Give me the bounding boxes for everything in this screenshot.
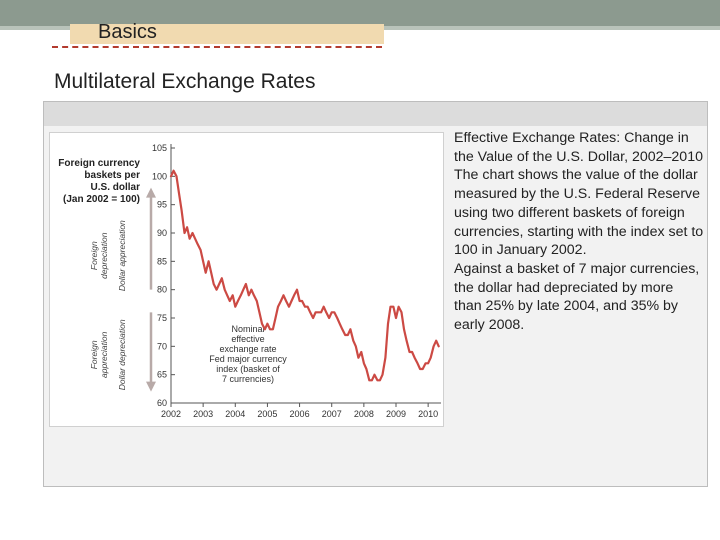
chart-title-line: Foreign currency	[58, 158, 140, 169]
series-annotation-line: index (basket of	[216, 364, 280, 374]
x-tick-label: 2009	[386, 409, 406, 419]
foreign-appreciation-label: Foreignappreciation	[89, 331, 109, 378]
chart-title-line: (Jan 2002 = 100)	[63, 194, 140, 205]
y-tick-label: 75	[157, 313, 167, 323]
chart-figure: 60 65 70 75 80 85 90 95 100 105 2002 2003 2004 2005 20…	[49, 132, 444, 427]
series-annotation: Nominal effective exchange rate Fed major c…	[209, 324, 287, 384]
section-label: Basics	[98, 21, 157, 43]
x-tick-label: 2004	[225, 409, 245, 419]
y-tick-label: 95	[157, 200, 167, 210]
content-panel-header	[44, 102, 707, 126]
y-tick-label: 70	[157, 341, 167, 351]
y-tick-label: 60	[157, 398, 167, 408]
down-arrow-icon	[146, 381, 156, 392]
dashed-divider	[52, 46, 382, 48]
foreign-depreciation-label-line: Foreign	[89, 241, 99, 270]
foreign-appreciation-label-line: appreciation	[99, 331, 109, 378]
chart-svg: 60 65 70 75 80 85 90 95 100 105 2002 2003 2004 2005 20…	[58, 143, 441, 419]
caption-paragraph-2: Against a basket of 7 major currencies, …	[454, 260, 700, 334]
y-tick-label: 65	[157, 370, 167, 380]
up-arrow-icon	[146, 187, 156, 198]
x-tick-label: 2003	[193, 409, 213, 419]
chart-title-line: U.S. dollar	[91, 182, 141, 193]
series-annotation-line: exchange rate	[219, 344, 276, 354]
caption-paragraph-1: Effective Exchange Rates: Change in the …	[454, 130, 704, 259]
exchange-rate-line	[169, 169, 440, 382]
y-tick-label: 105	[152, 143, 167, 153]
series-annotation-line: Fed major currency	[209, 354, 287, 364]
y-tick-label: 85	[157, 256, 167, 266]
section-tab	[70, 24, 384, 44]
y-tick-label: 100	[152, 171, 167, 181]
x-tick-label: 2010	[418, 409, 438, 419]
foreign-appreciation-label-line: Foreign	[89, 340, 99, 369]
slide-title: Multilateral Exchange Rates	[54, 70, 316, 93]
series-annotation-line: Nominal	[231, 324, 264, 334]
x-tick-label: 2006	[290, 409, 310, 419]
foreign-depreciation-label-line: depreciation	[99, 232, 109, 279]
dollar-depreciation-label-line: Dollar depreciation	[117, 319, 127, 390]
x-tick-label: 2005	[257, 409, 277, 419]
y-tick-label: 90	[157, 228, 167, 238]
y-tick-label: 80	[157, 285, 167, 295]
x-tick-label: 2008	[354, 409, 374, 419]
foreign-depreciation-label: Foreigndepreciation	[89, 232, 109, 279]
x-tick-label: 2002	[161, 409, 181, 419]
dollar-depreciation-label: Dollar depreciation	[117, 319, 127, 390]
figure-caption: Effective Exchange Rates: Change in the …	[454, 129, 704, 335]
dollar-appreciation-label: Dollar appreciation	[117, 220, 127, 291]
x-tick-label: 2007	[322, 409, 342, 419]
chart-title-line: baskets per	[84, 170, 140, 181]
series-annotation-line: effective	[231, 334, 264, 344]
dollar-appreciation-label-line: Dollar appreciation	[117, 220, 127, 291]
chart-title: Foreign currency baskets per U.S. dollar (J…	[58, 158, 140, 205]
series-annotation-line: 7 currencies)	[222, 374, 274, 384]
